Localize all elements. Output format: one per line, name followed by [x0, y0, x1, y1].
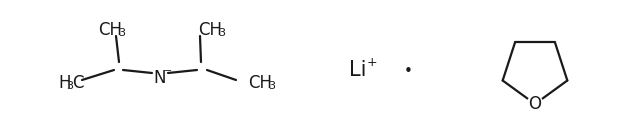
Text: CH: CH	[198, 21, 222, 39]
Text: C: C	[72, 74, 83, 92]
Text: CH: CH	[248, 74, 272, 92]
Text: •: •	[404, 64, 412, 80]
Text: 3: 3	[218, 28, 225, 38]
Text: 3: 3	[66, 81, 73, 91]
Text: O: O	[529, 95, 541, 113]
Text: N: N	[154, 69, 166, 87]
Text: 3: 3	[268, 81, 275, 91]
Text: −: −	[164, 66, 172, 76]
Circle shape	[527, 96, 543, 112]
Text: 3: 3	[118, 28, 125, 38]
Text: Li: Li	[349, 60, 367, 80]
Text: H: H	[58, 74, 70, 92]
Text: CH: CH	[98, 21, 122, 39]
Text: +: +	[367, 56, 378, 69]
